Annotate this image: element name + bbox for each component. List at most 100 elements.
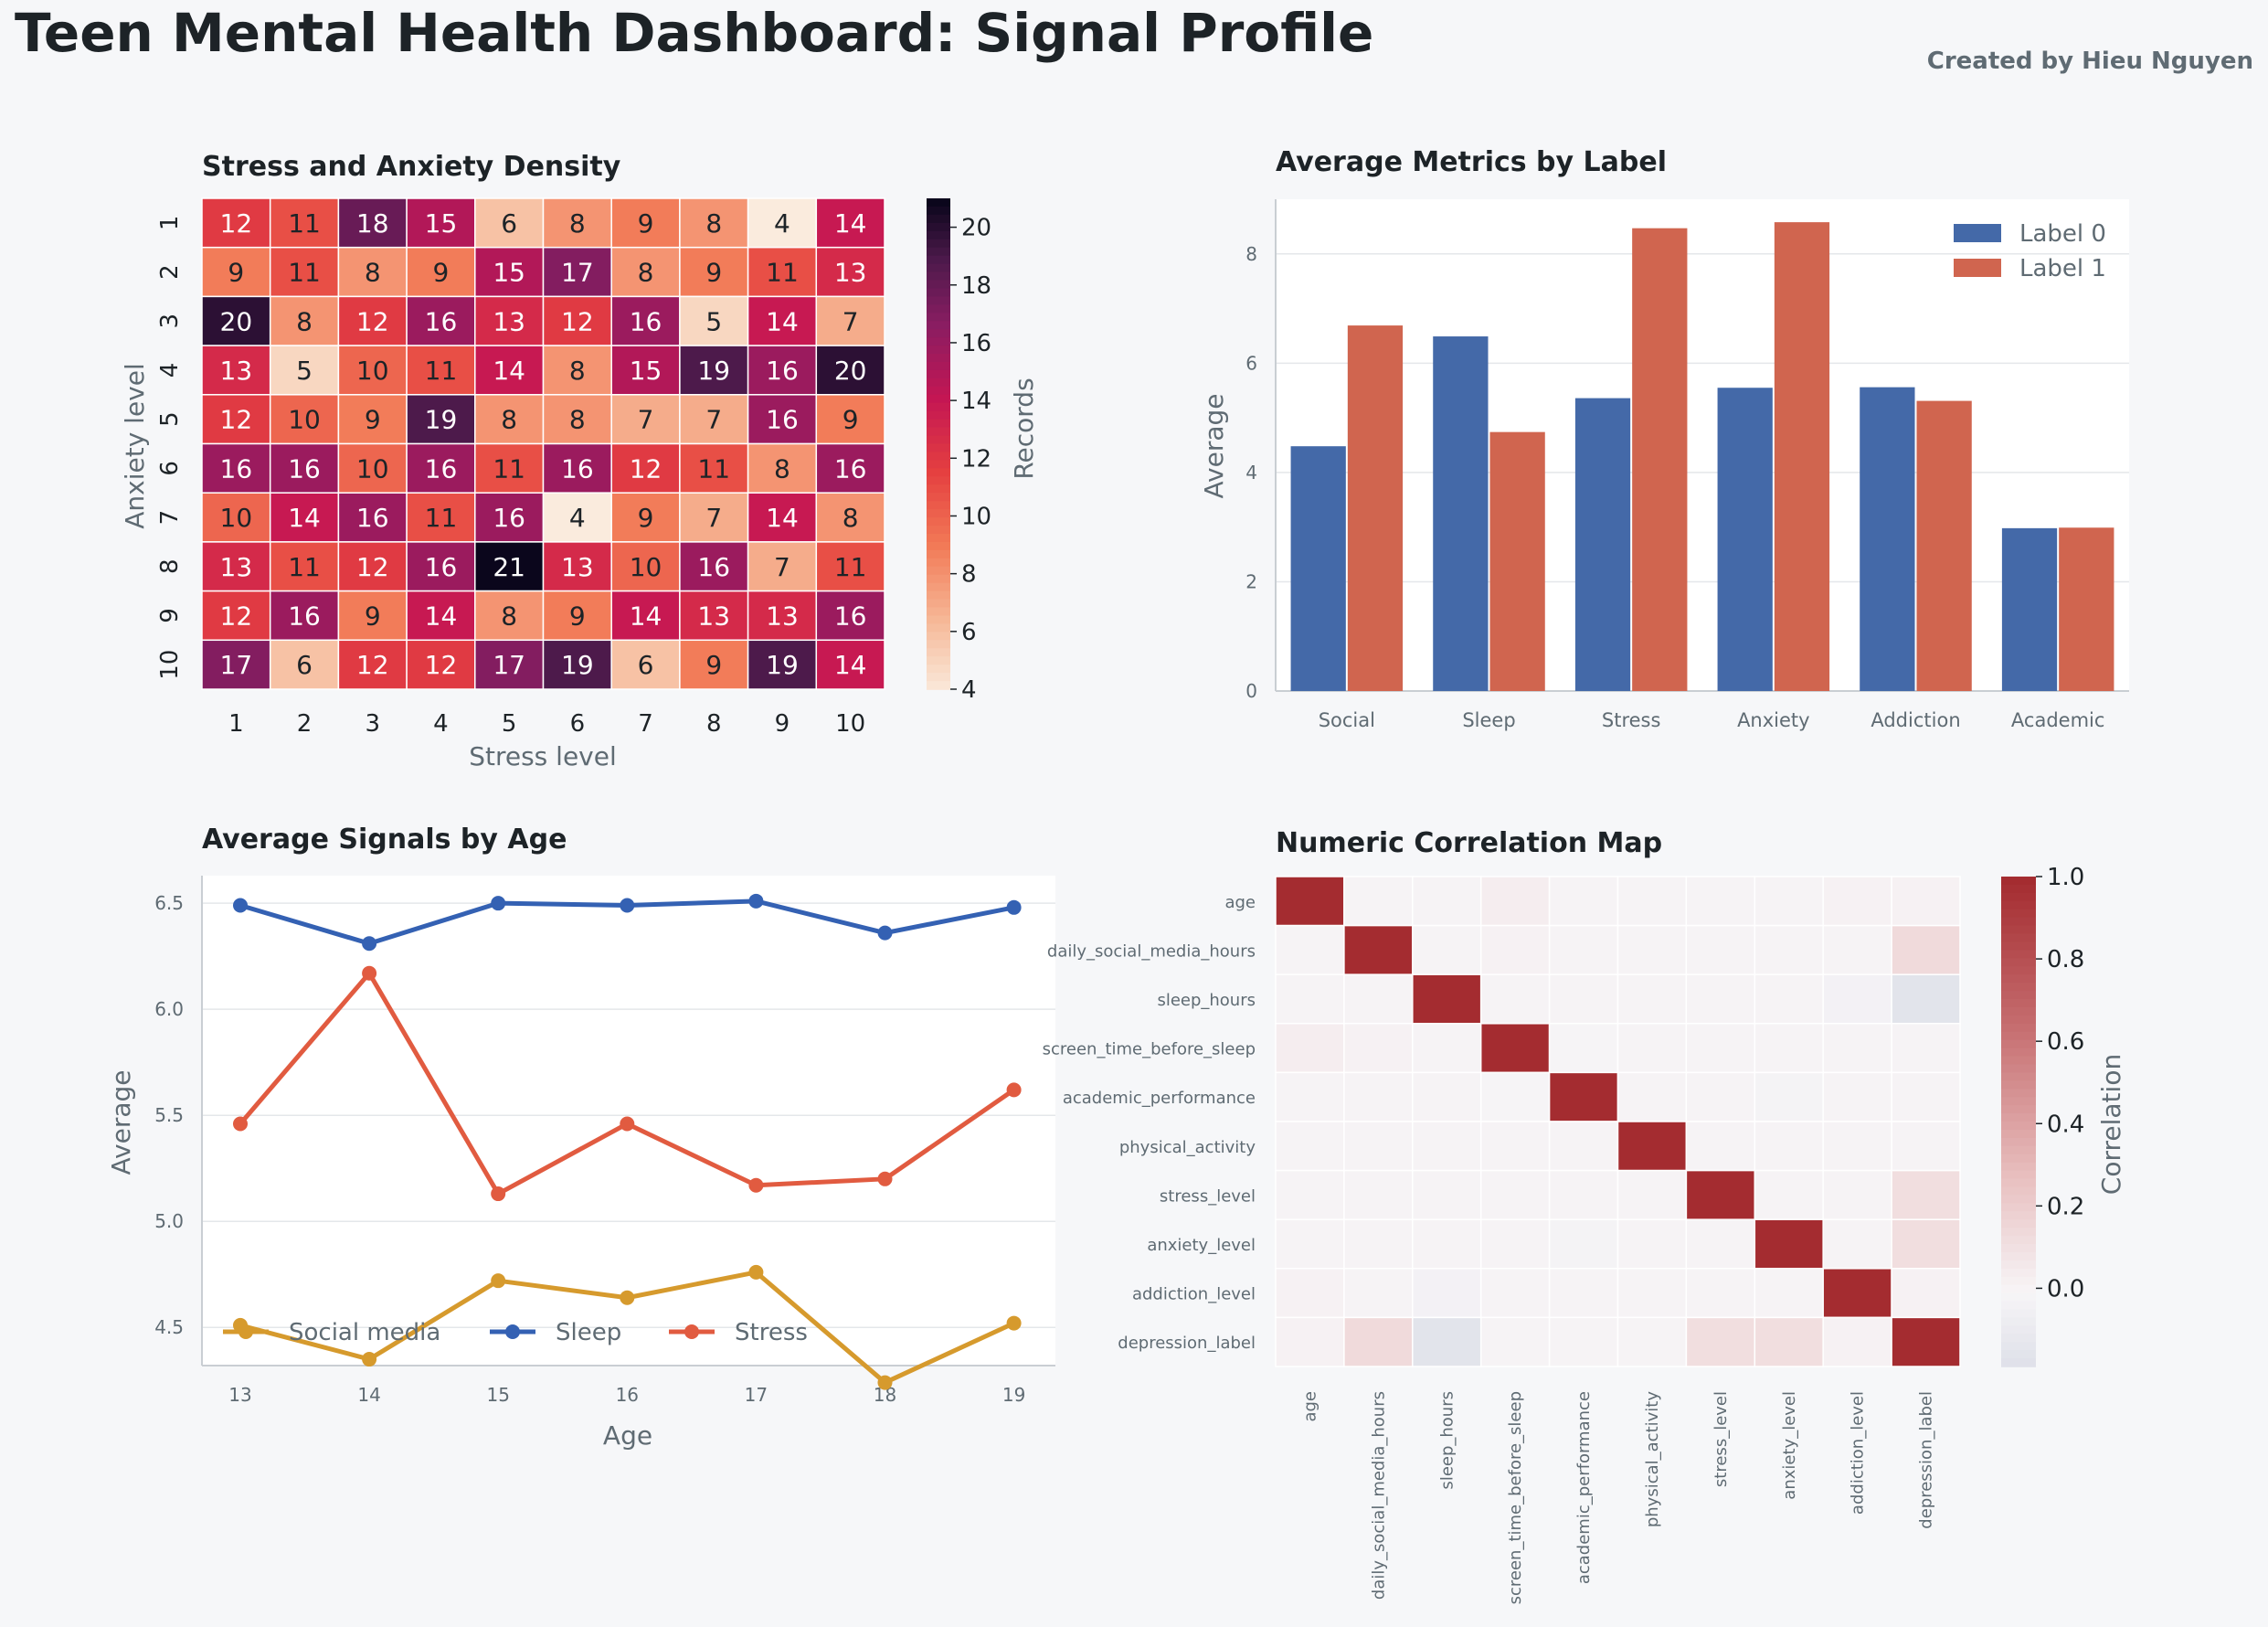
heatmap-cell-value: 13 <box>220 552 253 582</box>
heatmap-cell-value: 12 <box>220 208 253 239</box>
corr-colorbar-segment <box>2001 877 2036 886</box>
corr-cell <box>1479 924 1551 975</box>
heatmap-colorbar-segment <box>927 673 950 682</box>
heatmap-cell <box>542 541 612 592</box>
heatmap-cell-value: 5 <box>296 356 313 386</box>
heatmap-cell <box>679 541 749 592</box>
heatmap-colorbar-segment <box>927 271 950 282</box>
corr-y-tick: addiction_level <box>1132 1285 1256 1304</box>
corr-cell <box>1891 1023 1961 1074</box>
heatmap-colorbar-segment <box>927 280 950 290</box>
heatmap-cell-value: 8 <box>296 306 313 336</box>
corr-x-tick: anxiety_level <box>1780 1391 1799 1500</box>
heatmap-colorbar-segment <box>927 582 950 592</box>
heatmap-cell-value: 11 <box>425 356 458 386</box>
heatmap-cell <box>747 295 818 346</box>
heatmap-x-tick: 2 <box>297 710 313 738</box>
heatmap-colorbar-segment <box>927 362 950 371</box>
corr-cell <box>1685 876 1756 927</box>
corr-y-tick: depression_label <box>1118 1334 1256 1353</box>
heatmap-colorbar-segment <box>927 214 950 224</box>
bars-legend-swatch <box>1954 224 2001 242</box>
heatmap-colorbar-segment <box>927 402 950 412</box>
heatmap-colorbar-segment <box>927 369 950 379</box>
point-stress <box>748 1177 764 1193</box>
heatmap-cell-value: 11 <box>493 453 525 484</box>
corr-y-tick: academic_performance <box>1063 1089 1256 1108</box>
corr-x-tick: addiction_level <box>1849 1391 1868 1515</box>
corr-y-tick: stress_level <box>1160 1186 1256 1206</box>
heatmap-colorbar-segment <box>927 607 950 617</box>
heatmap-cell-value: 13 <box>561 552 594 582</box>
heatmap-colorbar-segment <box>927 681 950 690</box>
heatmap-cell-value: 16 <box>834 601 867 631</box>
lines-y-tick: 4.5 <box>154 1316 184 1338</box>
lines-legend-marker <box>238 1324 253 1339</box>
corr-colorbar-segment <box>2001 950 2036 960</box>
corr-cell <box>1616 1121 1688 1172</box>
corr-cell <box>1412 1169 1482 1220</box>
heatmap-cell <box>610 639 681 690</box>
corr-cell <box>1891 1121 1961 1172</box>
corr-cell <box>1479 1071 1551 1122</box>
heatmap-x-tick: 5 <box>502 710 517 738</box>
heatmap-cell-value: 7 <box>774 552 790 582</box>
heatmap-cell-value: 8 <box>501 405 517 435</box>
corr-colorbar-segment <box>2001 1113 2036 1122</box>
point-stress <box>233 1116 248 1132</box>
corr-colorbar-tick: 0.0 <box>2047 1275 2084 1303</box>
bar-label-0 <box>2001 527 2058 691</box>
corr-colorbar-tick: 0.4 <box>2047 1111 2084 1138</box>
heatmap-cell-value: 4 <box>569 503 586 533</box>
corr-cell <box>1548 1316 1619 1367</box>
corr-x-tick: depression_label <box>1917 1391 1936 1529</box>
heatmap-cell-value: 11 <box>766 258 799 288</box>
heatmap-colorbar-segment <box>927 198 950 207</box>
heatmap-cell <box>747 590 818 642</box>
heatmap-cell-value: 16 <box>834 453 867 484</box>
bars-y-tick: 8 <box>1245 243 1257 265</box>
heatmap-cell-value: 9 <box>638 503 654 533</box>
corr-colorbar-segment <box>2001 1080 2036 1090</box>
heatmap-cell-value: 14 <box>834 208 867 239</box>
heatmap-cell-value: 10 <box>288 405 321 435</box>
corr-cell <box>1754 1218 1824 1270</box>
corr-x-tick: age <box>1300 1391 1319 1422</box>
point-sleep <box>620 898 635 913</box>
corr-colorbar-segment <box>2001 1015 2036 1025</box>
bars-y-tick: 2 <box>1245 570 1257 592</box>
heatmap-cell-value: 14 <box>288 503 321 533</box>
heatmap-cell-value: 6 <box>501 208 517 239</box>
lines-y-tick: 6.5 <box>154 892 184 914</box>
heatmap-cell <box>610 492 681 543</box>
corr-colorbar-segment <box>2001 1195 2036 1205</box>
heatmap-cell-value: 14 <box>766 306 799 336</box>
corr-cell <box>1891 924 1961 975</box>
bars-plot-area <box>1276 199 2129 691</box>
point-stress <box>362 965 377 981</box>
heatmap-colorbar-tick: 10 <box>961 503 991 530</box>
corr-cell <box>1548 1071 1619 1122</box>
heatmap-colorbar-tick: 6 <box>961 619 977 646</box>
heatmap-cell <box>679 295 749 346</box>
corr-colorbar-segment <box>2001 1178 2036 1188</box>
point-social-media <box>748 1264 764 1280</box>
heatmap-cell-value: 4 <box>774 208 790 239</box>
corr-x-tick: physical_activity <box>1643 1391 1662 1527</box>
corr-colorbar-segment <box>2001 983 2036 992</box>
heatmap-cell-value: 12 <box>425 650 458 680</box>
heatmap-cell-value: 7 <box>705 405 722 435</box>
corr-x-tick: daily_social_media_hours <box>1369 1391 1388 1600</box>
heatmap-cell <box>542 246 612 298</box>
heatmap-cell-value: 8 <box>569 405 586 435</box>
heatmap-colorbar-segment <box>927 533 950 543</box>
heatmap-cell-value: 12 <box>630 453 662 484</box>
corr-cell <box>1343 1169 1414 1220</box>
bar-label-0 <box>1717 388 1773 691</box>
heatmap-cell-value: 11 <box>834 552 867 582</box>
heatmap-cell-value: 9 <box>843 405 859 435</box>
heatmap-cell <box>815 345 885 396</box>
heatmap-colorbar-segment <box>927 509 950 518</box>
credit-text: Created by Hieu Nguyen <box>1927 48 2253 75</box>
bars-legend-label: Label 0 <box>2019 220 2106 248</box>
